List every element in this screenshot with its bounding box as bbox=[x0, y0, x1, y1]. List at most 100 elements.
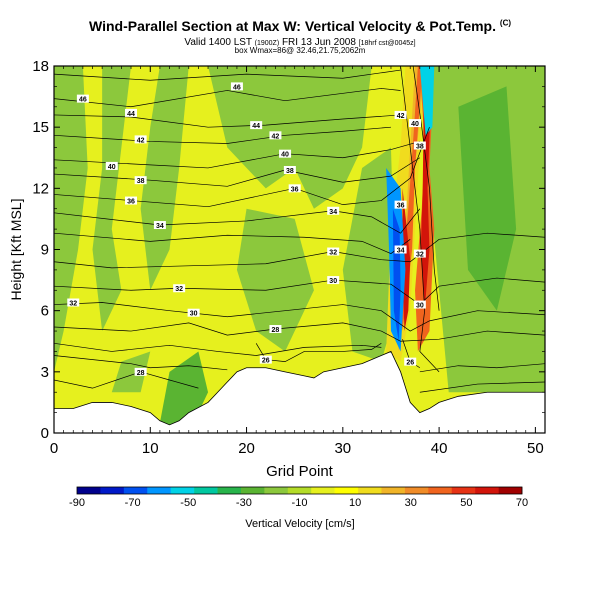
theta-contour-label: 32 bbox=[329, 250, 337, 257]
theta-contour-label-bg bbox=[327, 206, 340, 215]
colorbar-swatch bbox=[147, 487, 171, 494]
theta-contour-line bbox=[54, 355, 228, 371]
y-tick-label: 0 bbox=[41, 425, 49, 442]
field-group: 46 46 44 44 42 42 42 40 40 40 38 38 38 36 36 36 34 34 34 32… bbox=[54, 66, 545, 433]
colorbar-swatch bbox=[358, 487, 382, 494]
colorbar-swatch bbox=[264, 487, 289, 494]
theta-contour-line bbox=[54, 88, 401, 108]
colorbar-tick-label: -90 bbox=[69, 497, 85, 509]
theta-contour-label-bg bbox=[279, 149, 292, 158]
valid-date: FRI 13 Jun 2008 bbox=[281, 37, 356, 48]
colorbar-frame bbox=[76, 486, 523, 495]
theta-contour-label-bg bbox=[327, 276, 340, 285]
theta-contour-label: 30 bbox=[190, 311, 198, 318]
theta-contour-label-bg bbox=[230, 82, 243, 91]
theta-contour-label-bg bbox=[409, 119, 422, 128]
theta-contour-label-bg bbox=[173, 284, 186, 293]
theta-contour-label-bg bbox=[269, 131, 282, 140]
colorbar-swatch bbox=[428, 487, 453, 494]
field-green-band bbox=[54, 66, 88, 372]
theta-contour-label: 26 bbox=[406, 360, 414, 367]
theta-contour-label: 34 bbox=[397, 248, 405, 255]
theta-contour-label: 36 bbox=[127, 199, 135, 206]
theta-contour-label-bg bbox=[67, 298, 80, 307]
theta-contour-label: 28 bbox=[272, 327, 280, 334]
y-axis-label: Height [Kft MSL] bbox=[8, 199, 24, 301]
colorbar-swatch bbox=[240, 487, 265, 494]
colorbar-tick-label: 50 bbox=[460, 497, 472, 509]
colorbar-swatch bbox=[100, 487, 125, 494]
theta-contour-line bbox=[54, 232, 411, 254]
field-green-band bbox=[92, 66, 132, 332]
x-axis-label: Grid Point bbox=[266, 463, 334, 480]
colorbar-tick-label: -70 bbox=[125, 497, 141, 509]
theta-contour-label-bg bbox=[404, 357, 417, 366]
theta-contour-label-bg bbox=[394, 245, 407, 254]
colorbar-label: Vertical Velocity [cm/s] bbox=[245, 518, 354, 530]
theta-contour-label-bg bbox=[76, 94, 89, 103]
colorbar-swatch bbox=[123, 487, 148, 494]
theta-contour-line bbox=[54, 69, 401, 81]
theta-contour-label: 38 bbox=[416, 144, 424, 151]
theta-contour-label: 44 bbox=[127, 111, 135, 118]
x-tick-label: 40 bbox=[431, 440, 448, 457]
theta-contour-label-bg bbox=[105, 161, 118, 170]
theta-contour-label-bg bbox=[269, 325, 282, 334]
colorbar-swatch bbox=[451, 487, 476, 494]
theta-contour-label-bg bbox=[153, 221, 166, 230]
theta-contour-label-bg bbox=[327, 247, 340, 256]
downdraft-core bbox=[392, 208, 401, 342]
x-tick-label: 10 bbox=[142, 440, 159, 457]
theta-contour-label: 36 bbox=[397, 203, 405, 210]
colorbar-swatch bbox=[311, 487, 335, 494]
theta-contour-label-bg bbox=[259, 355, 272, 364]
theta-contour-line bbox=[54, 127, 430, 208]
theta-contour-label: 44 bbox=[252, 123, 260, 130]
theta-contour-label: 32 bbox=[416, 252, 424, 259]
field-green-band bbox=[458, 86, 517, 311]
y-tick-label: 6 bbox=[41, 303, 49, 320]
theta-contour-label: 26 bbox=[262, 358, 270, 365]
theta-contour-label: 40 bbox=[411, 121, 419, 128]
theta-contour-label-bg bbox=[187, 308, 200, 317]
theta-contour-label-bg bbox=[250, 121, 263, 130]
theta-contour-line bbox=[54, 302, 545, 332]
field-green-band bbox=[342, 147, 396, 362]
x-tick-label: 0 bbox=[50, 440, 58, 457]
chart-title-unit: (C) bbox=[499, 18, 512, 28]
theta-contour-label: 38 bbox=[286, 168, 294, 175]
theta-contour-label-bg bbox=[413, 300, 426, 309]
theta-contour-label: 28 bbox=[137, 370, 145, 377]
field-green-band bbox=[208, 66, 372, 209]
colorbar-swatch bbox=[77, 487, 101, 494]
theta-contour-label-bg bbox=[125, 108, 138, 117]
terrain bbox=[54, 350, 545, 433]
theta-contour-label-bg bbox=[413, 141, 426, 150]
valid-utc: (1900Z) bbox=[254, 40, 280, 47]
theta-contour-label: 34 bbox=[156, 223, 164, 230]
colorbar-swatch bbox=[170, 487, 195, 494]
theta-contour-line bbox=[400, 66, 440, 373]
wmax-line: box Wmax=86@ 32.46,21.75,2062m bbox=[234, 46, 366, 55]
theta-contour-label-bg bbox=[394, 110, 407, 119]
downdraft-band bbox=[419, 66, 435, 136]
theta-contour-line bbox=[54, 114, 401, 128]
theta-contour-label-bg bbox=[394, 200, 407, 209]
colorbar-swatch bbox=[404, 487, 429, 494]
theta-contour-line bbox=[54, 277, 545, 306]
y-tick-label: 12 bbox=[32, 180, 49, 197]
theta-contour-label: 36 bbox=[291, 186, 299, 193]
colorbar-swatch bbox=[475, 487, 499, 494]
theta-contour-line bbox=[419, 363, 545, 373]
theta-contour-label: 42 bbox=[137, 137, 145, 144]
theta-contour-label: 34 bbox=[329, 209, 337, 216]
theta-contour-line bbox=[54, 322, 545, 342]
colorbar-tick-label: -10 bbox=[292, 497, 308, 509]
theta-contour-label: 46 bbox=[79, 97, 87, 104]
colorbar-swatch bbox=[194, 487, 218, 494]
x-tick-label: 20 bbox=[238, 440, 255, 457]
colorbar-tick-label: -30 bbox=[236, 497, 252, 509]
theta-contour-line bbox=[54, 126, 391, 144]
theta-contour-line bbox=[54, 232, 545, 269]
